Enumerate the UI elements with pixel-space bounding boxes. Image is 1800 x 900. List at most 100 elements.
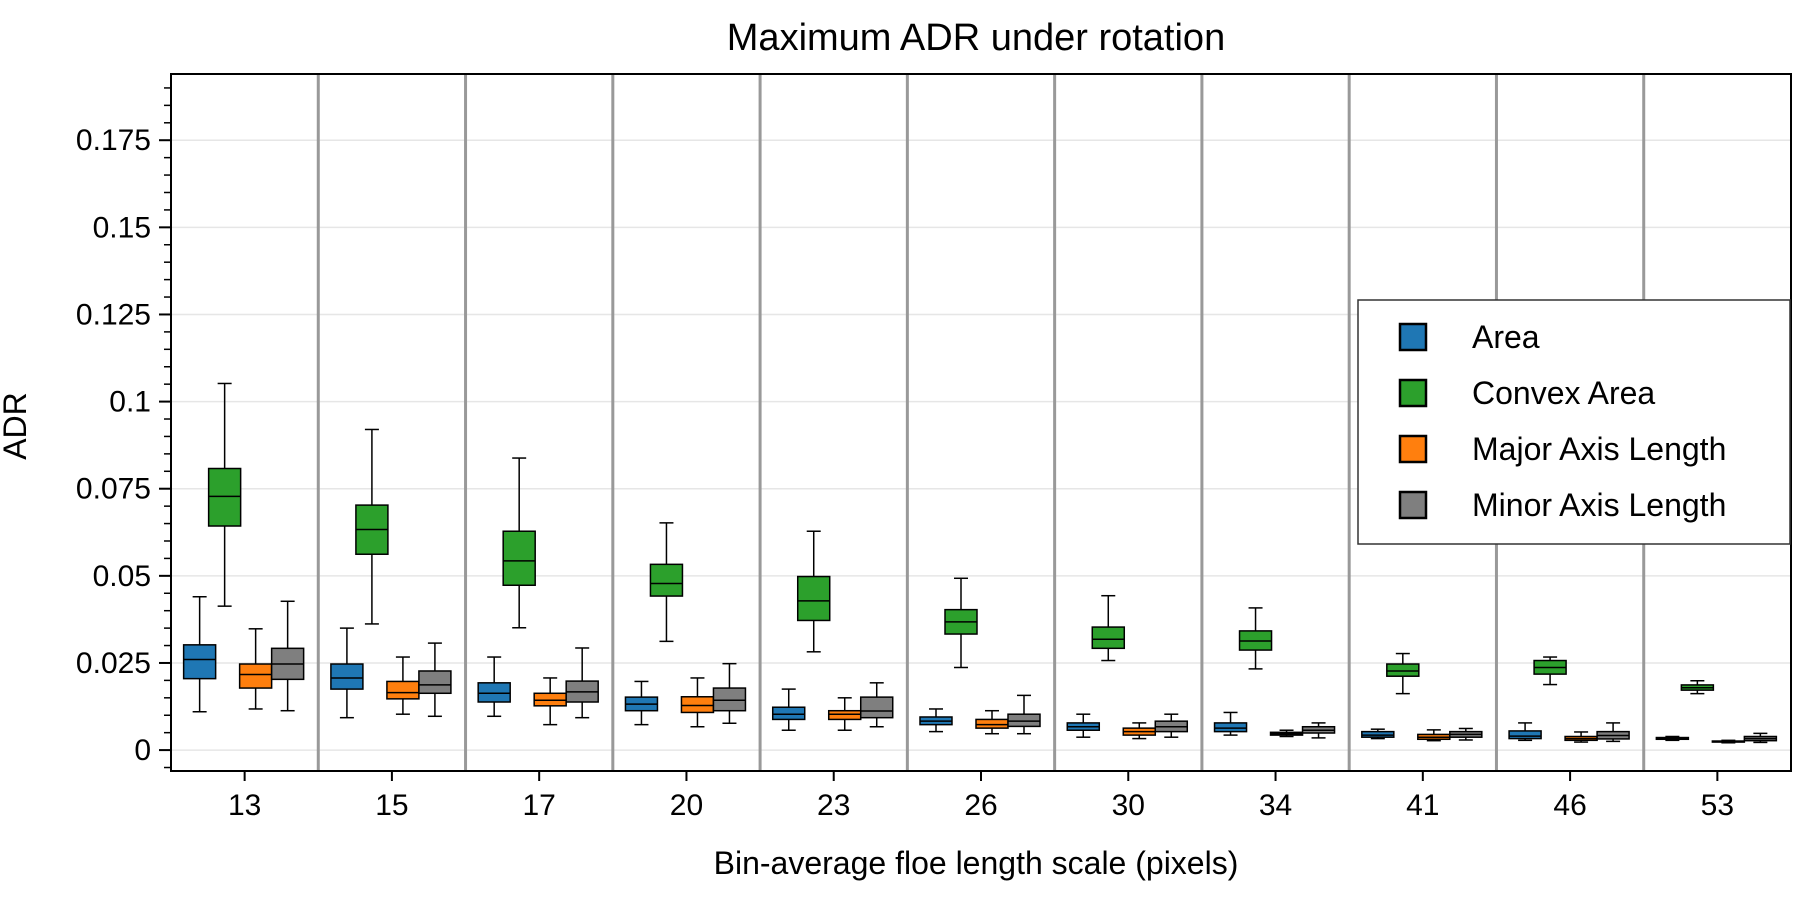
iqr-box — [477, 682, 511, 703]
iqr-box — [386, 680, 420, 700]
legend: Area Convex Area Major Axis Length Minor Ax… — [1357, 299, 1791, 545]
box-major-axis-length — [1122, 722, 1157, 740]
box-minor-axis-length — [859, 682, 894, 728]
box-minor-axis-length — [1596, 722, 1630, 743]
box-minor-axis-length — [1301, 722, 1336, 739]
iqr-box — [207, 467, 242, 527]
legend-frame — [1357, 299, 1791, 545]
iqr-box — [330, 663, 364, 690]
legend-label-minor-axis-length: Minor Axis Length — [1472, 487, 1726, 523]
iqr-box — [680, 696, 715, 714]
box-layer — [182, 382, 1778, 744]
x-tick-label: 13 — [228, 789, 261, 822]
box-convex-area — [502, 457, 536, 629]
legend-swatch-minor-axis-length — [1398, 490, 1428, 520]
box-minor-axis-length — [565, 647, 599, 719]
box-minor-axis-length — [1154, 713, 1189, 738]
iqr-box — [827, 709, 862, 721]
box-convex-area — [1533, 656, 1567, 686]
y-tick-label: 0.125 — [76, 298, 151, 331]
iqr-box — [1091, 626, 1126, 650]
box-area — [1361, 728, 1395, 740]
x-tick-label: 53 — [1701, 789, 1734, 822]
iqr-box — [182, 644, 217, 680]
box-minor-axis-length — [418, 642, 452, 718]
x-tick-label: 15 — [375, 789, 408, 822]
y-tick-label: 0.1 — [109, 386, 151, 419]
legend-label-area: Area — [1472, 319, 1540, 355]
box-major-axis-length — [680, 677, 715, 728]
y-tick-label: 0.05 — [93, 560, 151, 593]
box-area — [919, 708, 953, 733]
y-tick-label: 0.075 — [76, 473, 151, 506]
iqr-box — [649, 563, 684, 597]
box-major-axis-length — [1711, 739, 1746, 744]
axes-layer: 0 0.025 0.05 0.075 0.1 0.125 0.15 0.175 13 15 17 20… — [76, 73, 1792, 822]
iqr-box — [796, 575, 831, 622]
y-tick-label: 0.025 — [76, 647, 151, 680]
box-convex-area — [944, 577, 978, 669]
y-tick-label: 0.15 — [93, 211, 151, 244]
box-convex-area — [207, 382, 242, 607]
box-major-axis-length — [1417, 729, 1451, 742]
box-major-axis-length — [1564, 731, 1598, 743]
iqr-box — [771, 706, 806, 721]
box-area — [330, 627, 364, 719]
x-axis-label: Bin-average floe length scale (pixels) — [714, 845, 1239, 881]
box-area — [182, 596, 217, 713]
legend-swatch-major-axis-length — [1398, 434, 1428, 464]
plot-frame — [170, 73, 1792, 772]
legend-label-convex-area: Convex Area — [1472, 375, 1655, 411]
box-convex-area — [1091, 594, 1126, 662]
box-minor-axis-length — [270, 600, 305, 712]
box-major-axis-length — [827, 697, 862, 731]
box-major-axis-length — [386, 656, 420, 715]
x-tick-label: 41 — [1406, 789, 1439, 822]
box-major-axis-length — [238, 628, 273, 710]
box-area — [1066, 713, 1101, 738]
legend-swatch-convex-area — [1398, 378, 1428, 408]
box-convex-area — [1238, 607, 1273, 670]
box-minor-axis-length — [1449, 727, 1483, 741]
box-area — [771, 688, 806, 731]
box-convex-area — [796, 530, 831, 653]
chart-title: Maximum ADR under rotation — [727, 17, 1225, 59]
x-tick-label: 26 — [964, 789, 997, 822]
box-convex-area — [1386, 652, 1420, 695]
box-minor-axis-length — [1007, 694, 1041, 735]
x-tick-label: 30 — [1112, 789, 1145, 822]
box-major-axis-length — [1269, 729, 1304, 738]
box-major-axis-length — [975, 709, 1009, 735]
iqr-box — [712, 687, 747, 712]
box-area — [1508, 722, 1542, 742]
grid-layer — [171, 139, 1791, 751]
legend-label-major-axis-length: Major Axis Length — [1472, 431, 1726, 467]
iqr-box — [1007, 713, 1041, 728]
box-major-axis-length — [533, 677, 567, 726]
iqr-box — [238, 663, 273, 689]
y-tick-label: 0 — [134, 734, 151, 767]
iqr-box — [418, 670, 452, 695]
legend-swatch-area — [1398, 322, 1428, 352]
iqr-box — [859, 696, 894, 719]
iqr-box — [975, 718, 1009, 729]
box-minor-axis-length — [1743, 732, 1778, 744]
x-tick-label: 34 — [1259, 789, 1292, 822]
iqr-box — [1386, 663, 1420, 677]
box-area — [1213, 711, 1248, 736]
x-tick-label: 46 — [1553, 789, 1586, 822]
iqr-box — [502, 530, 536, 586]
x-tick-label: 23 — [817, 789, 850, 822]
x-tick-label: 20 — [670, 789, 703, 822]
x-tick-label: 17 — [522, 789, 555, 822]
iqr-box — [1508, 730, 1542, 740]
box-convex-area — [355, 428, 389, 625]
box-area — [477, 656, 511, 718]
iqr-box — [1213, 722, 1248, 733]
y-tick-label: 0.175 — [76, 124, 151, 157]
box-minor-axis-length — [712, 662, 747, 725]
box-convex-area — [1680, 679, 1715, 695]
box-area — [1655, 735, 1690, 742]
